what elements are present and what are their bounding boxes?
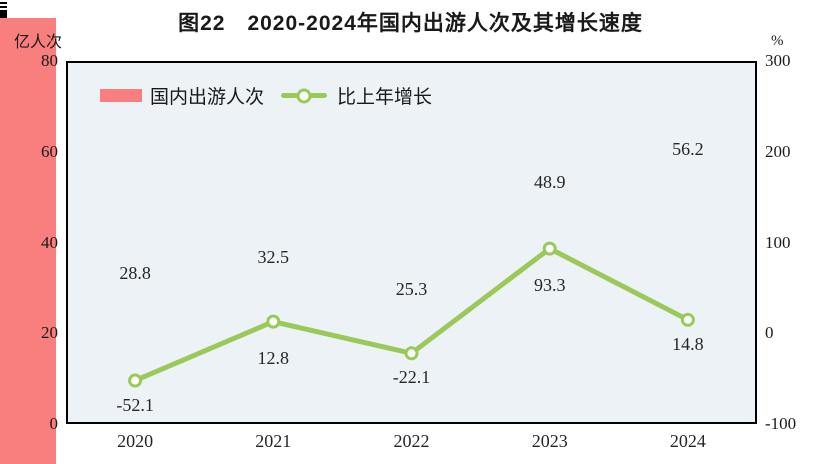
- legend-bar-label: 国内出游人次: [150, 87, 265, 108]
- y-axis-tick-label-left: 40: [41, 232, 58, 252]
- right-axis-unit-label: %: [771, 33, 784, 49]
- x-axis-label-2021: 2021: [255, 431, 292, 451]
- y-axis-tick-label-right: 300: [765, 51, 791, 70]
- x-axis-label-2024: 2024: [669, 431, 706, 451]
- bar-value-label: 25.3: [395, 279, 428, 300]
- line-legend-marker-icon: [296, 88, 312, 103]
- bar-value-label: 32.5: [257, 246, 290, 267]
- bar-2023: [0, 404, 56, 464]
- bar-value-label: 48.9: [533, 172, 566, 193]
- y-axis-tick-label-left: 60: [41, 141, 58, 161]
- line-value-label: 93.3: [533, 274, 566, 295]
- y-axis-tick-label-right: -100: [765, 414, 797, 433]
- y-axis-tick-label-left: 80: [41, 51, 58, 70]
- legend-line-label: 比上年增长: [337, 87, 433, 108]
- bar-value-label: 56.2: [672, 138, 704, 159]
- y-axis-tick-right: [0, 14, 7, 16]
- left-axis-unit-label: 亿人次: [14, 34, 63, 51]
- legend-item-bar: 国内出游人次: [100, 82, 264, 109]
- y-axis-tick-left: [0, 10, 7, 12]
- bar-2022: [0, 292, 56, 405]
- y-axis-tick-label-right: 100: [765, 232, 791, 252]
- legend-item-line: 比上年增长: [281, 82, 432, 109]
- line-legend-swatch: [281, 88, 327, 103]
- x-axis-label-2022: 2022: [393, 431, 430, 451]
- chart-title: 图22 2020-2024年国内出游人次及其增长速度: [178, 12, 643, 35]
- line-value-label: -52.1: [116, 394, 154, 415]
- line-value-label: -22.1: [392, 367, 431, 388]
- y-axis-tick-label-left: 0: [49, 414, 59, 433]
- bar-2021: [0, 146, 56, 293]
- line-value-label: 12.8: [257, 347, 290, 368]
- y-axis-tick-label-left: 20: [41, 323, 58, 343]
- y-axis-tick-label-right: 200: [765, 141, 791, 161]
- y-axis-tick-right: [0, 12, 7, 14]
- bar-2020: [0, 18, 56, 147]
- grid-line: [0, 0, 687, 2]
- bar-legend-swatch: [100, 89, 142, 102]
- y-axis-tick-left: [0, 2, 7, 4]
- x-axis-label-2023: 2023: [531, 431, 568, 451]
- grid-line: [0, 8, 687, 10]
- line-value-label: 14.8: [672, 333, 704, 354]
- x-axis-label-2020: 2020: [117, 431, 154, 451]
- bar-value-label: 28.8: [119, 263, 151, 284]
- grid-line: [0, 4, 687, 6]
- y-axis-tick-right: [0, 16, 7, 18]
- y-axis-tick-label-right: 0: [765, 323, 774, 343]
- y-axis-tick-left: [0, 6, 7, 8]
